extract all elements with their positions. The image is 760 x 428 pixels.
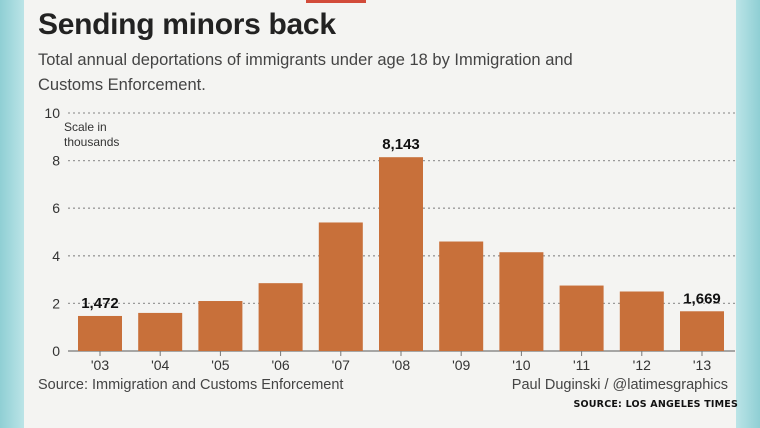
top-accent-bar (306, 0, 366, 3)
y-tick-label: 10 (44, 105, 60, 121)
data-label: 1,669 (683, 290, 721, 307)
bar-03 (78, 315, 122, 351)
x-tick-label: '10 (512, 357, 530, 373)
scale-note-line2: thousands (64, 135, 119, 149)
x-tick-label: '07 (332, 357, 350, 373)
x-tick-label: '09 (452, 357, 470, 373)
x-tick-label: '05 (211, 357, 229, 373)
y-tick-label: 2 (52, 295, 60, 311)
chart-subtitle: Total annual deportations of immigrants … (38, 51, 573, 94)
bar-11 (559, 285, 604, 351)
credit-line: Paul Duginski / @latimesgraphics (511, 377, 728, 393)
y-tick-label: 4 (52, 248, 60, 264)
bar-07 (318, 222, 363, 351)
x-tick-label: '06 (271, 357, 289, 373)
x-tick-label: '13 (693, 357, 711, 373)
bar-10 (499, 252, 544, 351)
x-tick-label: '03 (91, 357, 109, 373)
data-label: 1,472 (81, 295, 119, 312)
bar-12 (619, 291, 664, 351)
footer-source: SOURCE: LOS ANGELES TIMES (573, 399, 738, 410)
bar-09 (439, 241, 484, 351)
bar-06 (258, 283, 303, 351)
bar-08 (379, 157, 423, 351)
x-tick-label: '11 (573, 357, 590, 373)
bar-13 (680, 311, 724, 351)
bar-05 (198, 301, 243, 351)
data-label: 8,143 (382, 136, 420, 153)
y-tick-label: 8 (52, 153, 60, 169)
source-note: Source: Immigration and Customs Enforcem… (38, 377, 344, 393)
bars (78, 157, 724, 351)
chart-title: Sending minors back (38, 8, 336, 41)
x-tick-label: '08 (392, 357, 410, 373)
axis-labels: 0 2 4 6 8 10 '03 '04 '05 '06 '07 '08 '09 '10 '11 '12 '13… (44, 105, 720, 373)
y-tick-label: 6 (52, 200, 60, 216)
x-tick-label: '04 (151, 357, 169, 373)
bar-04 (138, 312, 183, 351)
x-tick-label: '12 (633, 357, 651, 373)
scale-note-line1: Scale in (64, 120, 107, 134)
y-tick-label: 0 (52, 343, 60, 359)
